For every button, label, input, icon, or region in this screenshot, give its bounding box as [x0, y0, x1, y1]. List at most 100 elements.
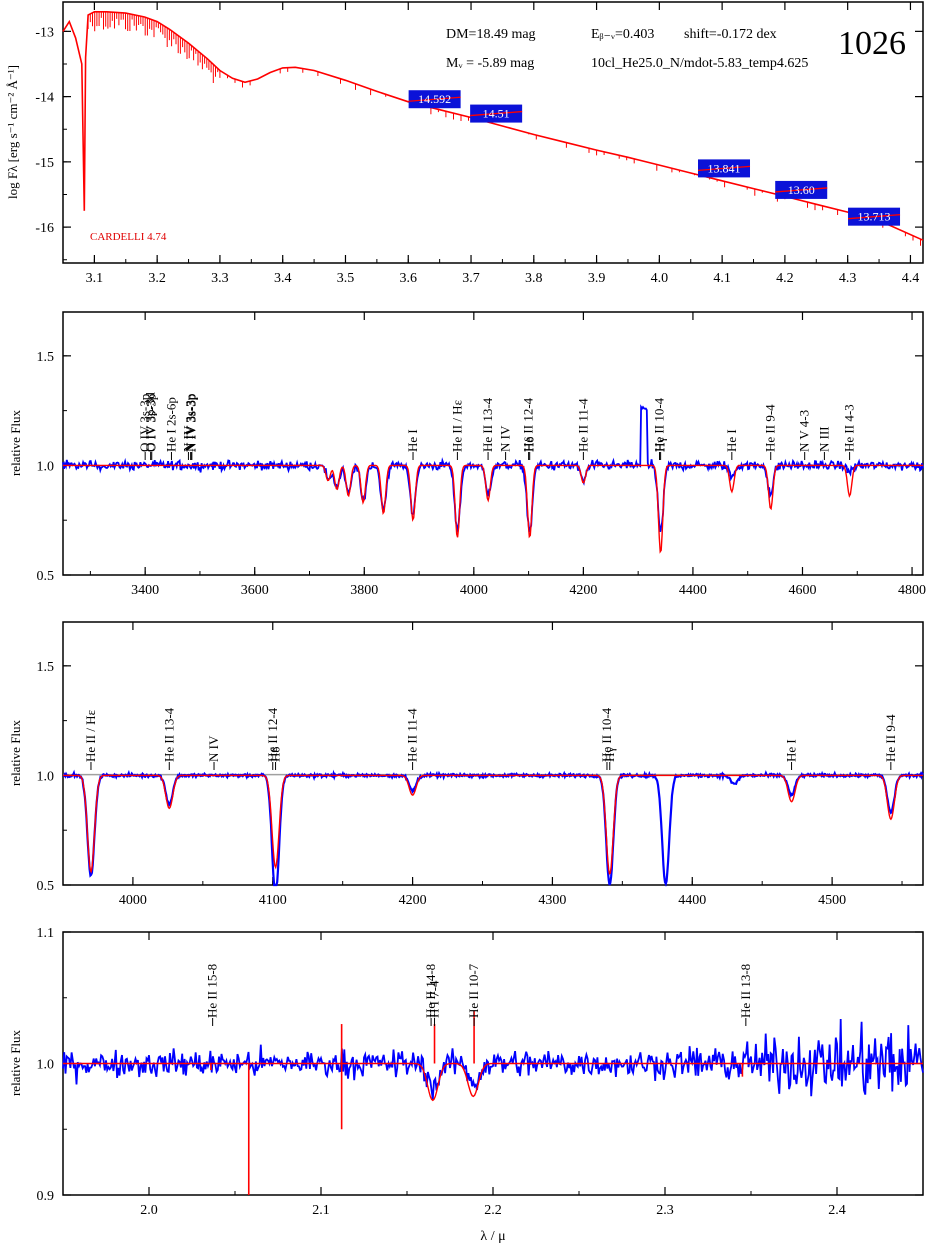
line-id-label: He I — [784, 739, 799, 762]
line-id-label: He II 10-4 — [599, 707, 614, 762]
photometry-model-segment — [697, 165, 751, 172]
x-tick-label: 4000 — [460, 583, 488, 598]
x-tick-label: 4500 — [818, 893, 846, 908]
model-sed-absorption-lines — [87, 11, 921, 246]
x-tick-label: 4600 — [788, 583, 816, 598]
model-name-label: 10cl_He25.0_N/mdot-5.83_temp4.625 — [591, 56, 808, 71]
photometry-model-segment — [408, 96, 461, 102]
model-spectrum-line — [63, 464, 923, 554]
line-id-label: He II 9-4 — [763, 404, 778, 452]
reddening-law-label: CARDELLI 4.74 — [90, 231, 167, 243]
line-id-label: N V 4-3 — [797, 410, 812, 452]
x-tick-label: 2.2 — [484, 1203, 502, 1218]
y-tick-label: 0.5 — [37, 569, 55, 584]
blue-optical-plot-frame — [62, 311, 924, 576]
photometry-magnitude-label: 14.592 — [418, 92, 451, 106]
line-id-label: Hδ — [268, 746, 283, 762]
x-tick-label: 4.0 — [651, 271, 669, 286]
x-tick-label: 2.1 — [312, 1203, 330, 1218]
x-tick-label: 3.3 — [211, 271, 229, 286]
near-infrared-line-ids: He II 15-8 He II 14-8H I 7-4 He II 10-7 He … — [205, 963, 753, 1026]
sed-series — [62, 11, 924, 246]
photometry-magnitude-label: 13.713 — [858, 210, 891, 224]
line-id-label: Hγ — [602, 747, 617, 762]
blue-optical-panel: 3400 3600 3800 4000 4200 4400 4600 4800 0.5 1.0 1.… — [8, 311, 926, 598]
high-resolution-series — [62, 769, 924, 887]
line-id-label: He II 11-4 — [575, 398, 590, 452]
line-id-label: He II 13-4 — [161, 707, 176, 762]
x-tick-label: 3.6 — [400, 271, 418, 286]
line-id-label: He II 10-7 — [466, 963, 481, 1018]
x-tick-label: 4200 — [399, 893, 427, 908]
near-infrared-series — [62, 1010, 924, 1195]
x-tick-label: 3800 — [350, 583, 378, 598]
line-id-label: N IV 3s-3p — [184, 394, 199, 452]
line-id-label: O IV 3s-3p — [137, 394, 152, 452]
x-tick-label: 3.1 — [86, 271, 104, 286]
y-tick-label: -13 — [35, 25, 54, 40]
blue-optical-y-axis-label: relative Flux — [8, 409, 23, 476]
photometry-magnitude-label: 13.60 — [788, 183, 815, 197]
sed-ticks: 3.1 3.2 3.3 3.4 3.5 3.6 3.7 3.8 3.9 4.0 4.1 4.2 4.3 4… — [35, 2, 923, 286]
line-id-label: H I 7-4 — [427, 980, 442, 1018]
line-id-label: N IV — [206, 735, 221, 762]
x-tick-label: 3600 — [241, 583, 269, 598]
near-infrared-panel: 2.0 2.1 2.2 2.3 2.40.91.01.1 He II 15-8 He II… — [8, 926, 924, 1244]
y-tick-label: 1.0 — [37, 459, 55, 474]
photometry-magnitude-label: 14.51 — [483, 107, 510, 121]
model-spectrum-line — [63, 774, 923, 876]
line-id-label: He II 15-8 — [205, 964, 220, 1018]
x-tick-label: 3.7 — [462, 271, 480, 286]
line-id-label: N IV — [180, 425, 195, 452]
blue-optical-ticks: 3400 3600 3800 4000 4200 4400 4600 4800 0.5 1.0 1.… — [37, 312, 926, 598]
blue-optical-line-ids: O IV 3s-3pO IV 3p-3dO IV 3s-3p He I 2s-6p… — [137, 392, 857, 460]
sed-plot-frame — [62, 1, 924, 264]
x-tick-label: 3.9 — [588, 271, 606, 286]
line-id-label: He II 4-3 — [842, 404, 857, 452]
y-tick-label: 1.5 — [37, 660, 55, 675]
line-id-label: Hδ — [522, 436, 537, 452]
y-tick-label: 1.0 — [37, 1058, 55, 1073]
shift-label: shift=-0.172 dex — [684, 27, 777, 42]
line-id-label: He II 9-4 — [883, 714, 898, 762]
x-tick-label: 3400 — [131, 583, 159, 598]
line-id-label: N IV 3s-3p — [183, 394, 198, 452]
line-id-label: He I — [724, 429, 739, 452]
line-id-label: He II 12-4 — [265, 707, 280, 762]
line-id-label: He II 11-4 — [405, 708, 420, 762]
y-tick-label: 0.9 — [37, 1189, 55, 1204]
x-tick-label: 3.2 — [148, 271, 166, 286]
sed-panel: 3.1 3.2 3.3 3.4 3.5 3.6 3.7 3.8 3.9 4.0 4.1 4.2 4.3 4… — [5, 1, 924, 286]
dm-label: DM=18.49 mag — [446, 27, 536, 42]
x-tick-label: 4400 — [678, 893, 706, 908]
line-id-label: He II 14-8 — [423, 964, 438, 1018]
line-id-label: He II / Hε — [449, 399, 464, 452]
x-tick-label: 3.4 — [274, 271, 292, 286]
x-tick-label: 4200 — [569, 583, 597, 598]
photometry-model-segment — [847, 214, 901, 220]
high-resolution-panel: 4000 4100 4200 4300 4400 4500 0.5 1.0 1.5 He II … — [8, 621, 924, 908]
near-infrared-y-axis-label: relative Flux — [8, 1029, 23, 1096]
line-id-label: Hγ — [653, 437, 668, 452]
x-tick-label: 4.4 — [902, 271, 920, 286]
observed-spectrum-line — [62, 769, 924, 887]
line-id-label: He II 13-4 — [480, 397, 495, 452]
star-id-label: 1026 — [838, 25, 906, 62]
x-tick-label: 3.8 — [525, 271, 543, 286]
x-tick-label: 2.0 — [140, 1203, 158, 1218]
line-id-label: He II 13-8 — [738, 964, 753, 1018]
model-spectrum-line — [63, 1062, 923, 1102]
y-tick-label: -15 — [35, 156, 54, 171]
x-tick-label: 2.4 — [828, 1203, 846, 1218]
high-resolution-ticks: 4000 4100 4200 4300 4400 4500 0.5 1.0 1.5 — [37, 622, 923, 908]
high-resolution-line-ids: He II / Hε He II 13-4 N IV He II 12-4Hδ He I… — [83, 707, 898, 770]
x-tick-label: 4000 — [119, 893, 147, 908]
x-tick-label: 4800 — [898, 583, 926, 598]
line-id-label: N III — [816, 426, 831, 452]
line-id-label: He I — [405, 429, 420, 452]
x-tick-label: 4.3 — [839, 271, 857, 286]
x-tick-label: 4.1 — [713, 271, 731, 286]
x-tick-label: 2.3 — [656, 1203, 674, 1218]
sed-y-axis-label: log Fλ [erg s⁻¹ cm⁻² Å⁻¹] — [5, 65, 20, 199]
